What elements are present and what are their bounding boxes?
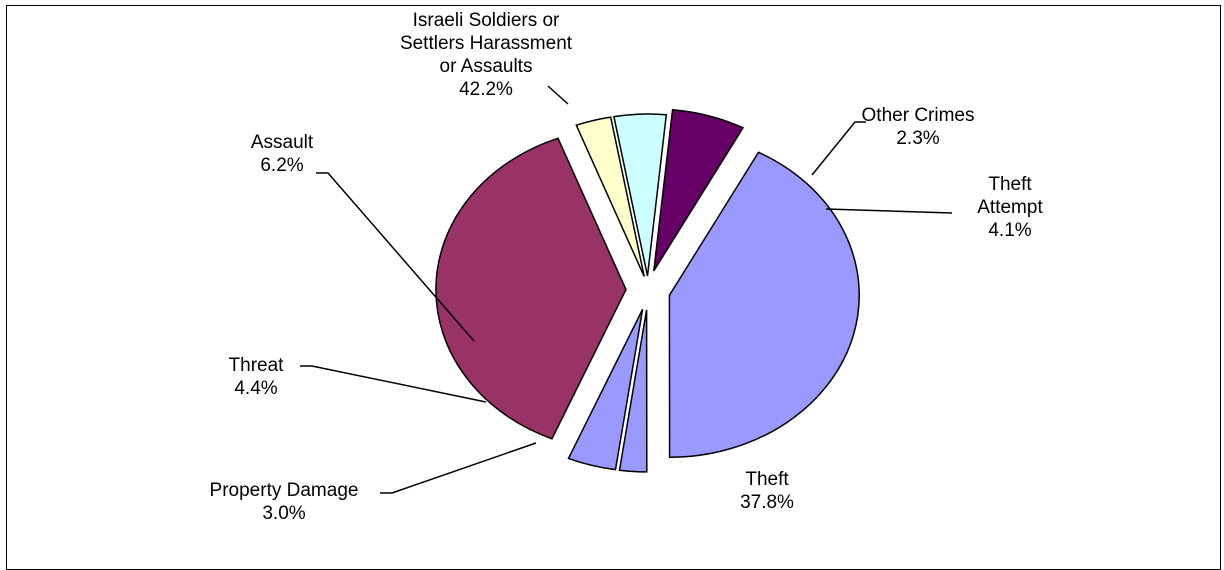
pie-slice [435,137,627,440]
slice-label: Israeli Soldiers or Settlers Harassment or… [400,10,573,100]
slice-label: Threat 4.4% [229,355,285,399]
leader-line [547,85,569,105]
slice-value-label: 42.2% [459,79,513,100]
leader-line [380,442,537,494]
slice-value-label: 6.2% [260,155,303,176]
slice-label: Theft Attempt 4.1% [977,174,1043,241]
slice-category-label: Israeli Soldiers or [413,10,560,31]
slice-value-label: 4.1% [988,220,1031,241]
pie-slice [575,116,645,277]
pie-slice [653,108,745,272]
leader-line [316,172,475,342]
slice-value-label: 4.4% [234,378,277,399]
slice-label: Property Damage 3.0% [210,480,359,524]
slice-category-label: or Assaults [440,56,533,77]
pie-slice [618,309,648,473]
slice-category-label: Property Damage [210,480,359,501]
slice-category-label: Theft [745,469,789,490]
slice-label: Theft 37.8% [740,469,794,513]
slice-value-label: 37.8% [740,492,794,513]
pie-slice [668,151,860,459]
slice-category-label: Attempt [977,197,1043,218]
leader-line [825,208,953,214]
pie-slice [613,113,668,277]
slice-category-label: Settlers Harassment [400,33,573,54]
slice-category-label: Threat [229,355,285,376]
slice-category-label: Theft [988,174,1032,195]
slice-value-label: 3.0% [262,503,305,524]
slice-value-label: 2.3% [896,128,939,149]
slice-label: Assault 6.2% [251,132,314,176]
slice-category-label: Assault [251,132,314,153]
pie-slice [567,308,644,471]
leader-line [811,121,866,176]
slice-category-label: Other Crimes [862,105,975,126]
slice-label: Other Crimes 2.3% [862,105,975,149]
leader-line [300,365,487,403]
